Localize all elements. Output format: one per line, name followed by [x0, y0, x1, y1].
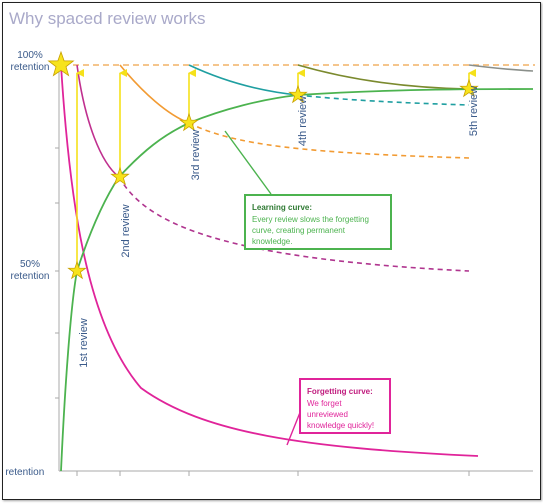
forgetting-curve-after-1st-review-dashed — [118, 176, 470, 272]
forgetting-callout-title: Forgetting curve: — [307, 387, 373, 396]
forgetting-callout-line-1: We forget unreviewed — [307, 399, 348, 419]
forgetting-curve-callout: Forgetting curve: We forget unreviewed k… — [299, 378, 391, 434]
learning-callout-line-1: Every review slows the forgetting — [252, 215, 369, 224]
y-tick-marks — [55, 64, 59, 399]
star-1st-review — [67, 260, 87, 280]
y-label-50-percent: 50% — [20, 259, 40, 270]
forgetting-curve-after-4th-review — [297, 64, 470, 90]
forgetting-curve-after-2nd-review-dashed — [188, 122, 470, 159]
diagram-title: Why spaced review works — [9, 9, 206, 28]
star-start — [47, 50, 75, 77]
review-label-1st: 1st review — [78, 318, 90, 368]
review-label-5th: 5th review — [468, 86, 480, 136]
learning-callout-line-2: curve, creating permanent knowledge. — [252, 226, 345, 246]
forgetting-curve-after-3rd-review-dashed — [297, 94, 470, 106]
y-label-50-retention: retention — [11, 271, 50, 282]
y-label-100-percent: 100% — [17, 50, 43, 61]
forgetting-curve — [60, 64, 479, 457]
forgetting-curve-after-1st-review — [76, 64, 120, 178]
star-4th-review — [288, 84, 308, 104]
star-2nd-review — [110, 166, 130, 186]
star-5th-review — [459, 78, 479, 98]
learning-curve — [60, 88, 534, 472]
forgetting-curve-after-5th-review — [468, 64, 534, 72]
y-label-0-retention: 0 retention — [3, 467, 44, 478]
learning-pointer — [224, 130, 272, 195]
diagram-canvas: 100% retention 50% retention 0 retention… — [3, 50, 535, 478]
review-stars — [47, 50, 479, 280]
star-3rd-review — [179, 112, 199, 132]
learning-curve-callout: Learning curve: Every review slows the f… — [244, 194, 392, 250]
review-label-2nd: 2nd review — [120, 204, 132, 257]
x-tick-marks — [76, 471, 470, 476]
forgetting-curve-after-3rd-review — [188, 64, 299, 96]
review-label-4th: 4th review — [297, 96, 309, 146]
forgetting-curve-after-2nd-review — [119, 64, 190, 124]
forgetting-callout-line-2: knowledge quickly! — [307, 421, 375, 430]
learning-callout-title: Learning curve: — [252, 203, 313, 212]
review-label-3rd: 3rd review — [190, 130, 202, 181]
y-label-100-retention: retention — [11, 62, 50, 73]
